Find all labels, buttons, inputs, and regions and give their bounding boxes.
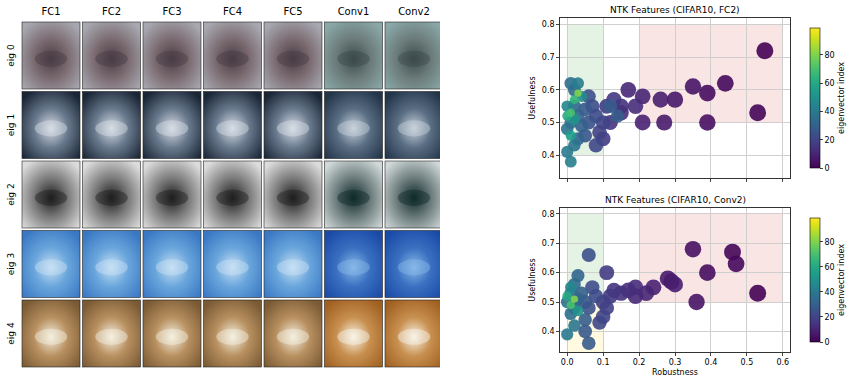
- svg-text:eig 1: eig 1: [6, 114, 16, 136]
- svg-text:Usefulness: Usefulness: [528, 76, 537, 119]
- svg-text:FC3: FC3: [162, 6, 181, 17]
- svg-text:20: 20: [824, 313, 834, 322]
- svg-text:eig 4: eig 4: [6, 322, 16, 345]
- svg-text:FC2: FC2: [102, 6, 121, 17]
- svg-text:eigenvector index: eigenvector index: [837, 62, 846, 134]
- svg-text:FC4: FC4: [223, 6, 242, 17]
- svg-text:0.4: 0.4: [542, 151, 555, 160]
- svg-text:Conv1: Conv1: [338, 6, 370, 17]
- svg-text:0.6: 0.6: [542, 268, 555, 277]
- svg-text:0.6: 0.6: [542, 86, 555, 95]
- svg-text:0.5: 0.5: [542, 118, 555, 127]
- svg-text:eigenvector index: eigenvector index: [837, 244, 846, 316]
- svg-text:eig 2: eig 2: [6, 183, 16, 205]
- svg-text:NTK Features (CIFAR10, Conv2): NTK Features (CIFAR10, Conv2): [605, 195, 746, 205]
- svg-text:0.7: 0.7: [542, 53, 555, 62]
- svg-text:80: 80: [824, 51, 834, 60]
- svg-text:0.4: 0.4: [542, 327, 555, 336]
- svg-text:0.0: 0.0: [561, 358, 574, 367]
- svg-text:eig 0: eig 0: [6, 44, 16, 67]
- svg-text:0.2: 0.2: [633, 358, 646, 367]
- svg-text:0.1: 0.1: [597, 358, 610, 367]
- svg-text:0: 0: [824, 164, 829, 173]
- svg-text:60: 60: [824, 263, 834, 272]
- svg-text:0: 0: [824, 338, 829, 347]
- svg-text:40: 40: [824, 107, 834, 116]
- svg-text:0.5: 0.5: [542, 298, 555, 307]
- svg-text:FC5: FC5: [283, 6, 302, 17]
- svg-text:Robustness: Robustness: [652, 368, 698, 377]
- svg-text:0.3: 0.3: [669, 358, 682, 367]
- svg-text:0.8: 0.8: [542, 210, 555, 219]
- svg-text:Conv2: Conv2: [398, 6, 430, 17]
- svg-text:eig 3: eig 3: [6, 253, 16, 275]
- svg-text:0.8: 0.8: [542, 20, 555, 29]
- svg-text:Usefulness: Usefulness: [528, 258, 537, 301]
- svg-text:0.6: 0.6: [776, 358, 789, 367]
- svg-text:60: 60: [824, 79, 834, 88]
- svg-text:FC1: FC1: [41, 6, 60, 17]
- svg-text:0.4: 0.4: [705, 358, 718, 367]
- svg-text:80: 80: [824, 238, 834, 247]
- svg-text:40: 40: [824, 288, 834, 297]
- svg-text:20: 20: [824, 136, 834, 145]
- svg-text:0.5: 0.5: [741, 358, 754, 367]
- svg-text:0.7: 0.7: [542, 239, 555, 248]
- svg-text:NTK Features (CIFAR10, FC2): NTK Features (CIFAR10, FC2): [610, 5, 740, 15]
